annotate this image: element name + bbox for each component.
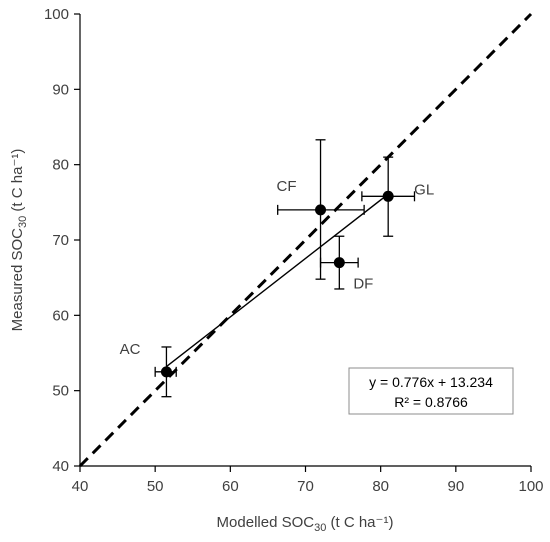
tick-labels: 40 50 60 70 80 90 100 40 50 60 70 80 90 100 bbox=[44, 6, 544, 495]
data-point-ac bbox=[160, 366, 172, 378]
point-label-gl: GL bbox=[414, 181, 434, 198]
point-label-cf: CF bbox=[277, 178, 297, 195]
x-axis-title: Modelled SOC30 (t C ha⁻¹) bbox=[217, 514, 394, 534]
x-tick-label: 100 bbox=[518, 478, 543, 495]
point-label-ac: AC bbox=[120, 341, 141, 358]
regression-equation: y = 0.776x + 13.234 bbox=[369, 374, 493, 390]
y-tick-label: 80 bbox=[52, 157, 69, 174]
y-axis-title-main: Measured SOC bbox=[9, 228, 26, 332]
x-tick-label: 40 bbox=[72, 478, 89, 495]
x-tick-label: 90 bbox=[447, 478, 464, 495]
y-tick-label: 70 bbox=[52, 232, 69, 249]
axis-ticks bbox=[74, 13, 532, 472]
y-axis-title-unit: (t C ha⁻¹) bbox=[9, 149, 26, 216]
data-point-cf bbox=[315, 204, 327, 216]
regression-equation-box: y = 0.776x + 13.234 R² = 0.8766 bbox=[348, 367, 514, 415]
y-axis-title-subscript: 30 bbox=[17, 216, 29, 228]
r-squared-value: R² = 0.8766 bbox=[394, 394, 468, 410]
point-label-df: DF bbox=[353, 276, 373, 293]
one-to-one-reference-line bbox=[78, 12, 533, 468]
data-point-gl bbox=[382, 190, 394, 202]
x-tick-label: 70 bbox=[297, 478, 314, 495]
data-points bbox=[160, 190, 394, 378]
y-tick-label: 50 bbox=[52, 383, 69, 400]
point-labels: AC CF DF GL bbox=[120, 178, 435, 358]
regression-line bbox=[166, 193, 389, 368]
y-tick-label: 60 bbox=[52, 307, 69, 324]
data-point-df bbox=[333, 257, 345, 269]
y-tick-label: 90 bbox=[52, 81, 69, 98]
y-axis-title: Measured SOC30 (t C ha⁻¹) bbox=[9, 149, 29, 332]
equation-box-frame bbox=[348, 367, 514, 415]
y-tick-label: 40 bbox=[52, 458, 69, 475]
x-axis-title-subscript: 30 bbox=[314, 522, 326, 534]
x-tick-label: 80 bbox=[372, 478, 389, 495]
x-tick-label: 60 bbox=[222, 478, 239, 495]
x-axis-title-unit: (t C ha⁻¹) bbox=[326, 514, 393, 531]
error-bar-ac bbox=[154, 346, 177, 398]
x-axis-title-main: Modelled SOC bbox=[217, 514, 315, 531]
y-tick-label: 100 bbox=[44, 6, 69, 23]
x-tick-label: 50 bbox=[147, 478, 164, 495]
